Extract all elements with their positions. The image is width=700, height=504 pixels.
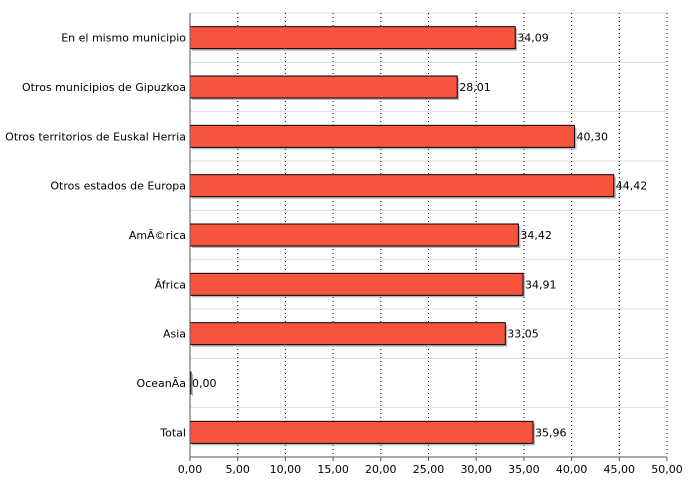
x-tick-label: 25,00 xyxy=(413,463,445,476)
x-tick-label: 5,00 xyxy=(225,463,250,476)
bar xyxy=(189,124,575,148)
bar-value-label: 0,00 xyxy=(192,377,217,390)
bar xyxy=(189,174,615,198)
category-label: Total xyxy=(159,426,186,439)
bar xyxy=(189,26,516,50)
category-label: Ãfrica xyxy=(155,278,186,291)
x-tick-label: 45,00 xyxy=(604,463,636,476)
bar xyxy=(189,75,458,99)
bar xyxy=(189,272,524,296)
category-label: Asia xyxy=(163,328,186,341)
x-tick-label: 30,00 xyxy=(460,463,492,476)
category-label: Otros estados de Europa xyxy=(50,180,186,193)
bar xyxy=(189,420,534,444)
x-tick-label: 10,00 xyxy=(270,463,302,476)
category-label: OceanÃ­a xyxy=(137,377,186,390)
x-tick-label: 50,00 xyxy=(651,463,683,476)
bar-value-label: 40,30 xyxy=(576,130,608,143)
category-label: En el mismo municipio xyxy=(61,32,186,45)
bar xyxy=(189,223,519,247)
x-tick-label: 0,00 xyxy=(178,463,203,476)
x-tick-label: 20,00 xyxy=(365,463,397,476)
category-label: Otros municipios de Gipuzkoa xyxy=(22,81,186,94)
x-tick-label: 35,00 xyxy=(508,463,540,476)
bar-value-label: 34,42 xyxy=(520,229,552,242)
bar-shadow xyxy=(192,374,193,396)
bar-value-label: 44,42 xyxy=(616,180,648,193)
bar-value-label: 35,96 xyxy=(535,426,567,439)
x-tick-label: 15,00 xyxy=(317,463,349,476)
bar xyxy=(189,322,506,346)
bar-value-label: 33,05 xyxy=(507,328,539,341)
bar-value-label: 34,91 xyxy=(525,278,557,291)
x-tick-label: 40,00 xyxy=(556,463,588,476)
category-label: AmÃ©rica xyxy=(129,229,186,242)
bar-value-label: 34,09 xyxy=(517,32,549,45)
bar-value-label: 28,01 xyxy=(459,81,491,94)
category-label: Otros territorios de Euskal Herria xyxy=(5,130,186,143)
